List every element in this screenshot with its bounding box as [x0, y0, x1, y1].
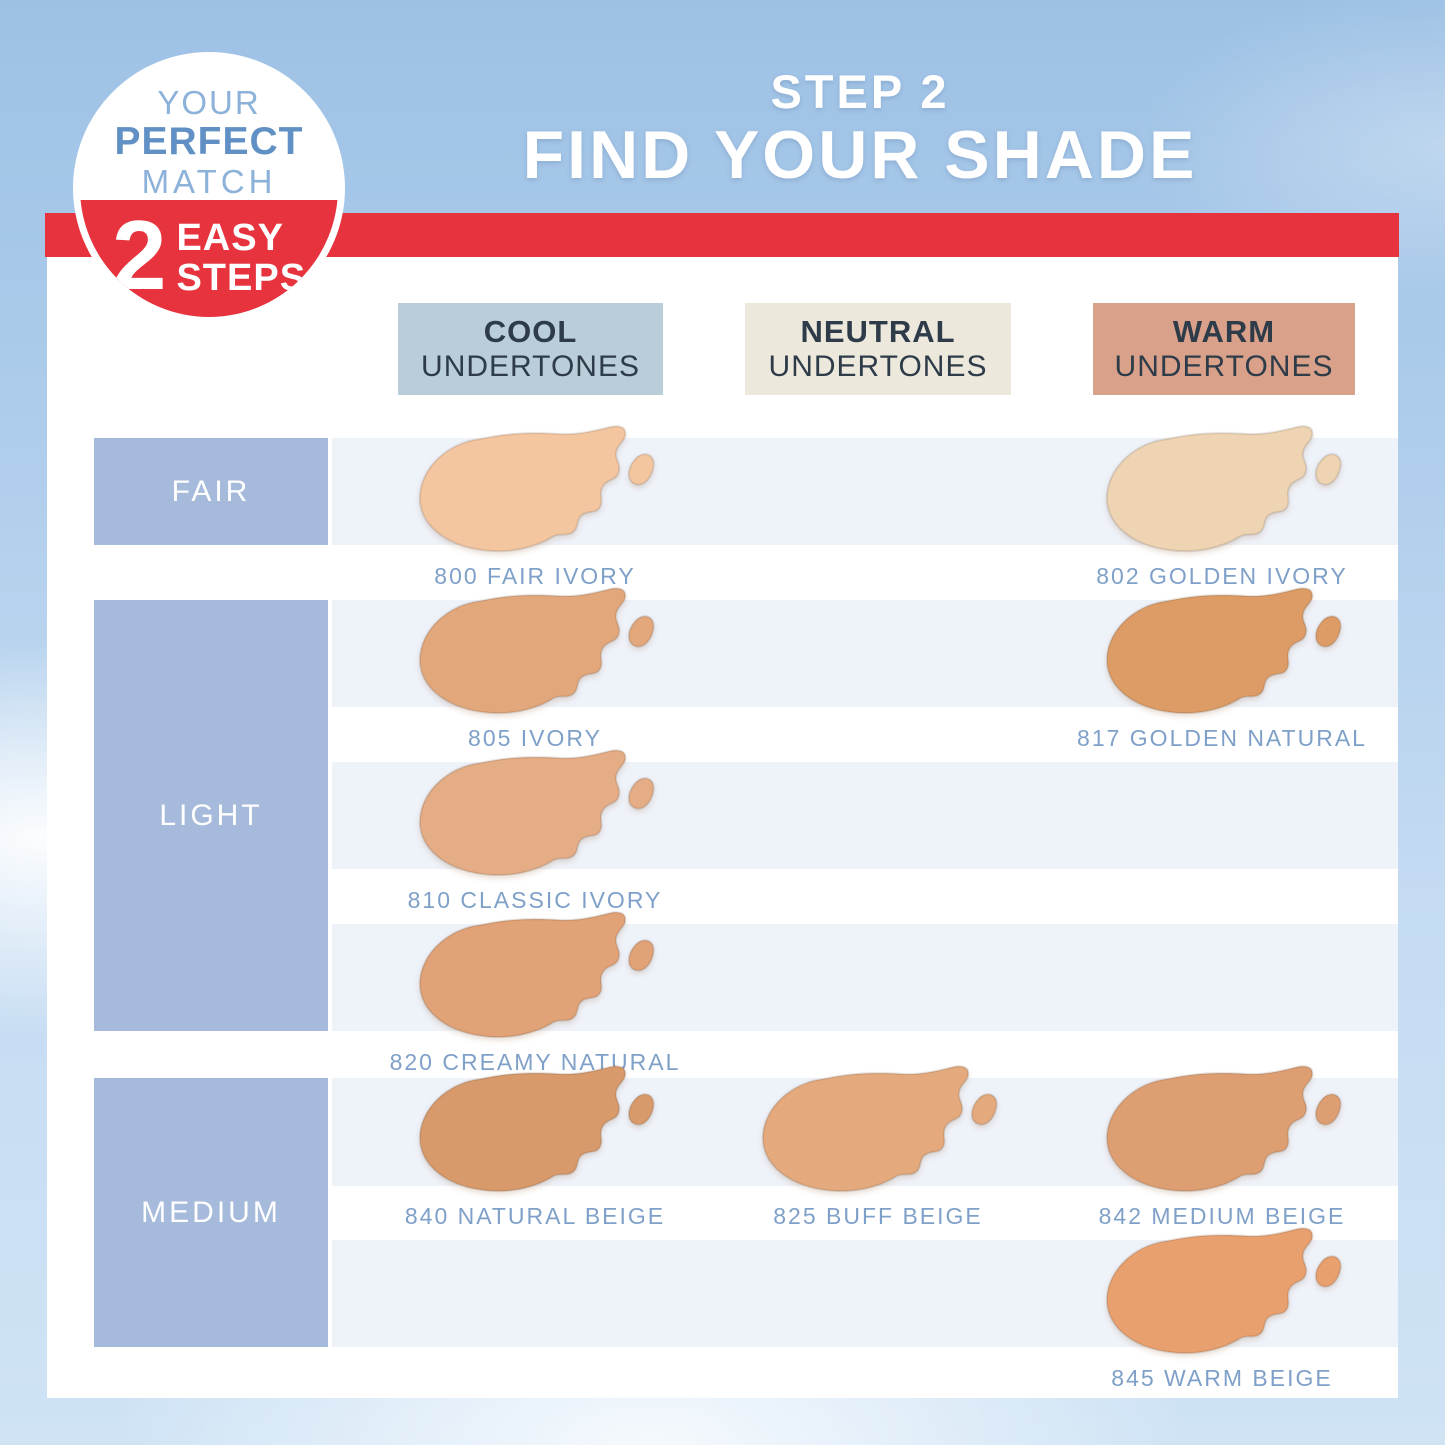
column-header-cool: COOL UNDERTONES — [398, 303, 663, 395]
foundation-swatch — [1105, 1065, 1342, 1193]
foundation-swatch — [418, 425, 655, 553]
shade-label: 825 BUFF BEIGE — [773, 1203, 983, 1229]
foundation-swatch — [1105, 587, 1342, 715]
row-label-light: LIGHT — [94, 600, 328, 1031]
shade-label: 820 CREAMY NATURAL — [389, 1049, 681, 1075]
foundation-swatch — [1105, 1227, 1342, 1355]
badge-line-perfect: PERFECT — [114, 120, 304, 164]
shade-cell-802: 802 GOLDEN IVORY — [1057, 425, 1387, 590]
row-label-fair: FAIR — [94, 438, 328, 545]
foundation-swatch — [418, 1065, 655, 1193]
perfect-match-badge: YOUR PERFECT MATCH 2 EASY STEPS — [73, 52, 345, 324]
shade-cell-825: 825 BUFF BEIGE — [713, 1065, 1043, 1230]
row-label-medium: MEDIUM — [94, 1078, 328, 1347]
foundation-swatch — [418, 587, 655, 715]
shade-cell-800: 800 FAIR IVORY — [370, 425, 700, 590]
column-header-warm: WARM UNDERTONES — [1093, 303, 1355, 395]
column-header-neutral-rest: UNDERTONES — [768, 349, 988, 383]
badge-number-2: 2 — [111, 200, 167, 310]
badge-easy-label: EASY — [176, 217, 284, 259]
badge-steps: 2 EASY STEPS — [80, 200, 338, 310]
badge-line-your: YOUR — [157, 84, 261, 121]
shade-label: 802 GOLDEN IVORY — [1096, 563, 1348, 589]
column-header-warm-word: WARM — [1172, 313, 1276, 349]
shade-cell-817: 817 GOLDEN NATURAL — [1057, 587, 1387, 752]
page-title: FIND YOUR SHADE — [522, 117, 1198, 193]
shade-cell-810: 810 CLASSIC IVORY — [370, 749, 700, 914]
badge-line-match: MATCH — [141, 163, 277, 201]
column-header-cool-word: COOL — [483, 313, 578, 349]
badge-text: YOUR PERFECT MATCH — [80, 84, 338, 201]
shade-cell-842: 842 MEDIUM BEIGE — [1057, 1065, 1387, 1230]
shade-label: 810 CLASSIC IVORY — [407, 887, 663, 913]
column-header-cool-rest: UNDERTONES — [421, 349, 640, 383]
badge-red-segment — [80, 200, 338, 317]
shade-cell-805: 805 IVORY — [370, 587, 700, 752]
column-header-neutral-word: NEUTRAL — [800, 313, 956, 349]
shade-label: 845 WARM BEIGE — [1111, 1365, 1333, 1391]
shade-label: 842 MEDIUM BEIGE — [1098, 1203, 1346, 1229]
column-header-warm-rest: UNDERTONES — [1114, 349, 1334, 383]
foundation-swatch — [761, 1065, 998, 1193]
foundation-swatch — [1105, 425, 1342, 553]
shade-label: 840 NATURAL BEIGE — [404, 1203, 666, 1229]
shade-cell-840: 840 NATURAL BEIGE — [370, 1065, 700, 1230]
foundation-swatch — [418, 911, 655, 1039]
shade-label: 817 GOLDEN NATURAL — [1077, 725, 1367, 751]
shade-cell-845: 845 WARM BEIGE — [1057, 1227, 1387, 1392]
shade-cell-820: 820 CREAMY NATURAL — [370, 911, 700, 1076]
shade-label: 800 FAIR IVORY — [434, 563, 636, 589]
badge-steps-words: EASY STEPS — [176, 217, 307, 299]
step-2-heading: STEP 2 — [770, 65, 950, 118]
column-header-neutral: NEUTRAL UNDERTONES — [745, 303, 1011, 395]
foundation-swatch — [418, 749, 655, 877]
badge-inner-circle: YOUR PERFECT MATCH 2 EASY STEPS — [80, 59, 338, 317]
shade-label: 805 IVORY — [468, 725, 602, 751]
badge-steps-label: STEPS — [176, 256, 307, 299]
